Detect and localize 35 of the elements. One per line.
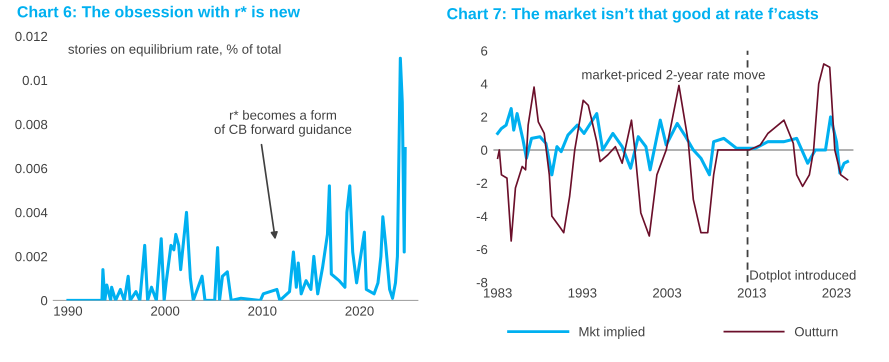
y-tick-label: 0.01 bbox=[22, 76, 48, 86]
legend-label: Outturn bbox=[794, 327, 838, 336]
y-tick-label: 0 bbox=[40, 296, 48, 306]
y-tick-label: 4 bbox=[480, 79, 488, 89]
ref-line-label: Dotplot introduced bbox=[750, 270, 856, 282]
x-tick-label: 1983 bbox=[484, 288, 512, 298]
chart-title: Chart 7: The market isn’t that good at rate f’casts bbox=[447, 8, 818, 23]
line-series bbox=[66, 56, 407, 300]
y-tick-label: 0.002 bbox=[15, 252, 48, 262]
x-tick-label: 1990 bbox=[54, 306, 82, 316]
x-tick-label: 2000 bbox=[151, 306, 180, 316]
x-tick-label: 1993 bbox=[568, 288, 596, 298]
y-tick-label: -8 bbox=[476, 278, 488, 288]
annotation: r* becomes a form of CB forward guidance bbox=[214, 110, 352, 137]
line-series bbox=[496, 63, 848, 242]
legend-label: Mkt implied bbox=[580, 326, 644, 339]
x-tick-label: 2023 bbox=[822, 288, 851, 298]
y-tick-label: 2 bbox=[481, 112, 488, 122]
chart-title: Chart 6: The obsession with r* is new bbox=[18, 6, 300, 18]
x-tick-label: 2010 bbox=[248, 306, 276, 316]
y-tick-label: -4 bbox=[476, 212, 488, 221]
y-tick-label: 0 bbox=[481, 146, 488, 155]
annotation: market-priced 2-year rate move bbox=[582, 70, 765, 82]
y-tick-label: -6 bbox=[476, 244, 488, 254]
y-tick-label: -2 bbox=[476, 178, 488, 188]
x-tick-label: 2013 bbox=[738, 288, 766, 298]
y-tick-label: 6 bbox=[481, 46, 488, 56]
line-series bbox=[496, 107, 850, 176]
y-tick-label: 0.012 bbox=[15, 32, 48, 42]
x-tick-label: 2020 bbox=[346, 306, 374, 316]
annotation: stories on equilibrium rate, % of total bbox=[68, 44, 280, 56]
y-tick-label: 0.004 bbox=[15, 208, 48, 218]
y-tick-label: 0.008 bbox=[15, 120, 48, 130]
y-tick-label: 0.006 bbox=[15, 164, 48, 174]
x-tick-label: 2003 bbox=[653, 288, 682, 298]
